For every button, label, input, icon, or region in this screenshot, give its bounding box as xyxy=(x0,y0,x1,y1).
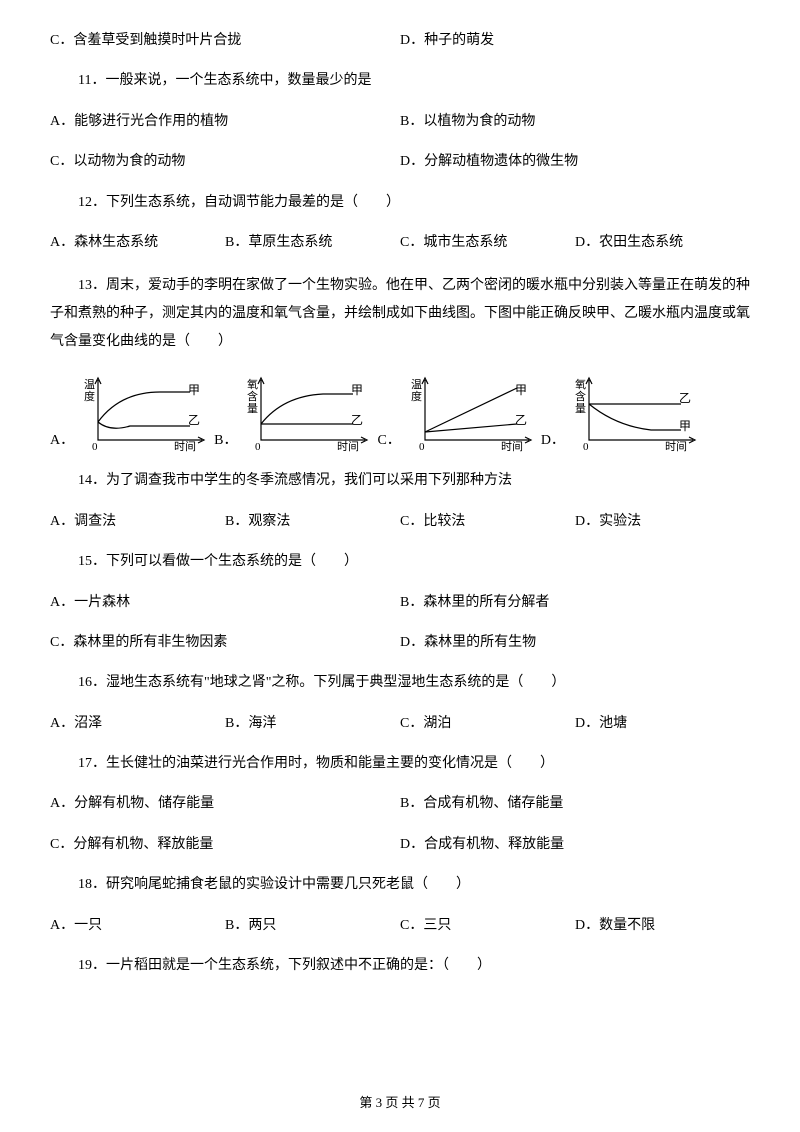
option-b: B．草原生态系统 xyxy=(225,232,400,254)
svg-text:度: 度 xyxy=(84,389,95,403)
svg-text:量: 量 xyxy=(247,402,258,415)
option-a: A．能够进行光合作用的植物 xyxy=(50,111,400,133)
option-b: B．森林里的所有分解者 xyxy=(400,592,750,614)
svg-text:温: 温 xyxy=(84,378,95,391)
option-label: C． xyxy=(377,430,400,452)
svg-text:度: 度 xyxy=(411,389,422,403)
svg-text:氧: 氧 xyxy=(247,377,258,391)
option-b: B．以植物为食的动物 xyxy=(400,111,750,133)
q13-graphs: A．温度0时间甲乙B．氧含量0时间甲乙C．温度0时间甲乙D．氧含量0时间乙甲 xyxy=(50,374,750,452)
q11-options-2: C．以动物为食的动物 D．分解动植物遗体的微生物 xyxy=(50,151,750,173)
option-a: A．一片森林 xyxy=(50,592,400,614)
option-b: B．观察法 xyxy=(225,511,400,533)
option-d: D．合成有机物、释放能量 xyxy=(400,834,750,856)
option-c: C．森林里的所有非生物因素 xyxy=(50,632,400,654)
svg-text:温: 温 xyxy=(411,378,422,391)
q15-stem: 15．下列可以看做一个生态系统的是（ ） xyxy=(50,551,750,573)
svg-text:时间: 时间 xyxy=(174,440,196,452)
q12-options: A．森林生态系统 B．草原生态系统 C．城市生态系统 D．农田生态系统 xyxy=(50,232,750,254)
svg-text:甲: 甲 xyxy=(351,383,363,397)
option-c: C．比较法 xyxy=(400,511,575,533)
q16-options: A．沼泽 B．海洋 C．湖泊 D．池塘 xyxy=(50,713,750,735)
svg-text:含: 含 xyxy=(575,389,586,403)
option-d: D．实验法 xyxy=(575,511,750,533)
svg-text:0: 0 xyxy=(255,441,261,452)
graph-option-b: B． 氧含量 0 时间 甲乙 xyxy=(214,374,373,452)
svg-text:含: 含 xyxy=(247,389,258,403)
q17-options: A．分解有机物、储存能量 B．合成有机物、储存能量 xyxy=(50,793,750,815)
svg-text:时间: 时间 xyxy=(337,440,359,452)
option-d: D．森林里的所有生物 xyxy=(400,632,750,654)
option-a: A．森林生态系统 xyxy=(50,232,225,254)
q14-options: A．调查法 B．观察法 C．比较法 D．实验法 xyxy=(50,511,750,533)
option-c: C．分解有机物、释放能量 xyxy=(50,834,400,856)
q10-options: C．含羞草受到触摸时叶片合拢 D．种子的萌发 xyxy=(50,30,750,52)
svg-text:氧: 氧 xyxy=(575,377,586,391)
q13-stem: 13．周末，爱动手的李明在家做了一个生物实验。他在甲、乙两个密闭的暖水瓶中分别装… xyxy=(50,272,750,356)
option-c: C．三只 xyxy=(400,915,575,937)
option-a: A．调查法 xyxy=(50,511,225,533)
option-d: D．种子的萌发 xyxy=(400,30,750,52)
svg-text:甲: 甲 xyxy=(188,383,200,397)
svg-text:0: 0 xyxy=(92,441,98,452)
svg-text:乙: 乙 xyxy=(188,413,200,427)
q15-options: A．一片森林 B．森林里的所有分解者 xyxy=(50,592,750,614)
svg-text:乙: 乙 xyxy=(351,413,363,427)
q19-stem: 19．一片稻田就是一个生态系统，下列叙述中不正确的是：（ ） xyxy=(50,955,750,977)
option-b: B．合成有机物、储存能量 xyxy=(400,793,750,815)
q17-options-2: C．分解有机物、释放能量 D．合成有机物、释放能量 xyxy=(50,834,750,856)
svg-text:量: 量 xyxy=(575,402,586,415)
q12-stem: 12．下列生态系统，自动调节能力最差的是（ ） xyxy=(50,192,750,214)
svg-text:0: 0 xyxy=(583,441,589,452)
svg-text:时间: 时间 xyxy=(665,440,687,452)
svg-text:甲: 甲 xyxy=(515,383,527,397)
chart-svg: 温度 0 时间 甲乙 xyxy=(80,374,210,452)
option-b: B．海洋 xyxy=(225,713,400,735)
svg-text:乙: 乙 xyxy=(515,413,527,427)
option-a: A．沼泽 xyxy=(50,713,225,735)
page-footer: 第 3 页 共 7 页 xyxy=(0,1093,800,1114)
option-label: A． xyxy=(50,430,74,452)
graph-option-c: C． 温度 0 时间 甲乙 xyxy=(377,374,536,452)
graph-option-a: A． 温度 0 时间 甲乙 xyxy=(50,374,210,452)
q11-options: A．能够进行光合作用的植物 B．以植物为食的动物 xyxy=(50,111,750,133)
option-b: B．两只 xyxy=(225,915,400,937)
option-d: D．池塘 xyxy=(575,713,750,735)
q18-options: A．一只 B．两只 C．三只 D．数量不限 xyxy=(50,915,750,937)
option-d: D．数量不限 xyxy=(575,915,750,937)
option-label: B． xyxy=(214,430,237,452)
option-a: A．分解有机物、储存能量 xyxy=(50,793,400,815)
option-d: D．农田生态系统 xyxy=(575,232,750,254)
svg-text:甲: 甲 xyxy=(679,419,691,433)
q14-stem: 14．为了调查我市中学生的冬季流感情况，我们可以采用下列那种方法 xyxy=(50,470,750,492)
option-d: D．分解动植物遗体的微生物 xyxy=(400,151,750,173)
chart-svg: 温度 0 时间 甲乙 xyxy=(407,374,537,452)
q17-stem: 17．生长健壮的油菜进行光合作用时，物质和能量主要的变化情况是（ ） xyxy=(50,753,750,775)
q15-options-2: C．森林里的所有非生物因素 D．森林里的所有生物 xyxy=(50,632,750,654)
option-c: C．以动物为食的动物 xyxy=(50,151,400,173)
graph-option-d: D． 氧含量 0 时间 乙甲 xyxy=(541,374,701,452)
chart-svg: 氧含量 0 时间 乙甲 xyxy=(571,374,701,452)
option-c: C．含羞草受到触摸时叶片合拢 xyxy=(50,30,400,52)
q18-stem: 18．研究响尾蛇捕食老鼠的实验设计中需要几只死老鼠（ ） xyxy=(50,874,750,896)
q16-stem: 16．湿地生态系统有"地球之肾"之称。下列属于典型湿地生态系统的是（ ） xyxy=(50,672,750,694)
option-a: A．一只 xyxy=(50,915,225,937)
q11-stem: 11．一般来说，一个生态系统中，数量最少的是 xyxy=(50,70,750,92)
svg-text:乙: 乙 xyxy=(679,391,691,405)
option-c: C．城市生态系统 xyxy=(400,232,575,254)
svg-text:0: 0 xyxy=(419,441,425,452)
option-label: D． xyxy=(541,430,565,452)
svg-text:时间: 时间 xyxy=(501,440,523,452)
option-c: C．湖泊 xyxy=(400,713,575,735)
chart-svg: 氧含量 0 时间 甲乙 xyxy=(243,374,373,452)
